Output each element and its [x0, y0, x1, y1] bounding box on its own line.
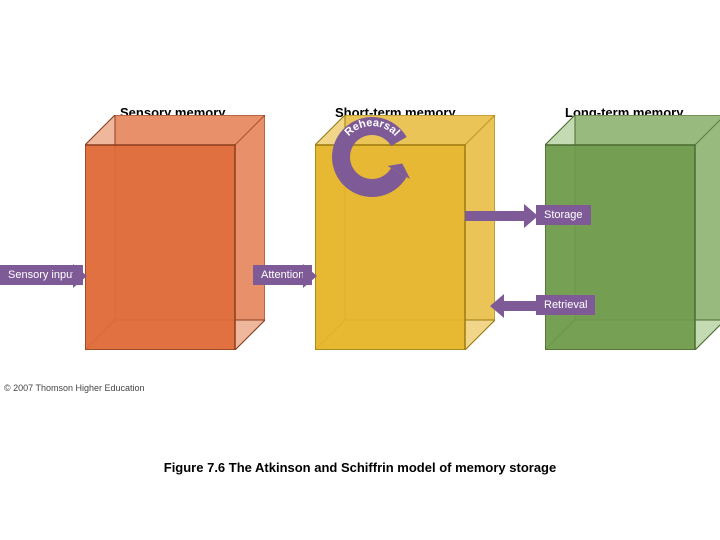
copyright-text: © 2007 Thomson Higher Education [4, 383, 145, 393]
arrowhead-sensory-input-icon [73, 264, 87, 288]
arrow-retrieval: Retrieval [536, 295, 595, 315]
arrow-sensory-input: Sensory input [0, 265, 83, 285]
svg-text:Rehearsal: Rehearsal [343, 117, 402, 139]
box-sensory-memory [85, 115, 265, 350]
figure-caption: Figure 7.6 The Atkinson and Schiffrin mo… [0, 460, 720, 475]
diagram-area: Sensory memory Short-term memory Long-te… [0, 105, 720, 405]
arrowhead-attention-icon [303, 264, 317, 288]
connector-retrieval [504, 301, 536, 311]
arrow-storage: Storage [536, 205, 591, 225]
arrowhead-retrieval-icon [490, 294, 504, 318]
connector-storage [465, 211, 524, 221]
rehearsal-loop-icon: Rehearsal [322, 107, 422, 207]
